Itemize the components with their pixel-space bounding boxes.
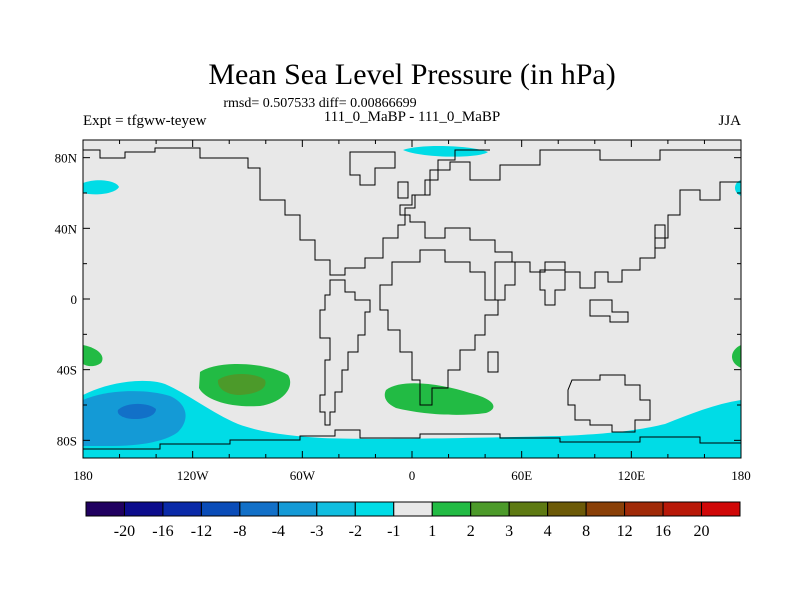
colorbar-label: 16: [655, 523, 671, 540]
continent-outlines: [83, 147, 741, 450]
coast-greenland: [349, 151, 396, 186]
anomaly-southern-ocean-low-band: [83, 380, 741, 458]
colorbar-label: 20: [694, 523, 710, 540]
x-tick-label: 0: [409, 468, 416, 483]
colorbar-swatch: [585, 501, 626, 517]
colorbar-swatch: [85, 501, 125, 517]
colorbar-swatch: [701, 501, 741, 517]
colorbar-swatch: [662, 501, 703, 517]
x-tick-label: 180: [73, 468, 93, 483]
y-tick-label: 40S: [57, 363, 77, 378]
x-tick-label: 60W: [290, 468, 316, 483]
anomaly-arctic-low: [403, 146, 488, 157]
colorbar-swatch: [123, 501, 164, 517]
anomaly-north-pacific-low-east: [734, 180, 741, 196]
x-tick-label: 180: [731, 468, 751, 483]
coast-australia: [567, 374, 651, 433]
colorbar-label: 3: [505, 523, 513, 540]
colorbar-label: -3: [310, 523, 323, 540]
colorbar-label: -2: [349, 523, 362, 540]
colorbar-label: 1: [428, 523, 436, 540]
y-tick-label: 40N: [55, 221, 78, 236]
chart-subtitle: rmsd= 0.507533 diff= 0.00866699: [223, 96, 416, 111]
anomaly-south-atlantic-high: [384, 383, 494, 415]
colorbar-swatch: [470, 501, 510, 517]
colorbar-swatch: [239, 501, 279, 517]
colorbar-label: -20: [114, 523, 135, 540]
colorbar-swatch: [354, 501, 395, 517]
colorbar-label: 2: [467, 523, 475, 540]
center-label: 111_0_MaBP - 111_0_MaBP: [324, 109, 500, 125]
colorbar-swatch: [547, 501, 587, 517]
coast-southeast-asia: [589, 299, 629, 323]
y-tick-label: 80S: [57, 433, 77, 448]
coast-madagascar: [487, 351, 499, 373]
coast-eurasia: [399, 149, 741, 289]
colorbar-label: 8: [582, 523, 590, 540]
x-tick-label: 60E: [511, 468, 532, 483]
anomaly-south-pacific-low-center: [117, 403, 156, 419]
colorbar-swatch: [508, 501, 549, 517]
colorbar-swatch: [277, 501, 318, 517]
axes: 180 120W 60W 0 60E 120E 180 80N 40N 0 40S 80S: [55, 140, 751, 483]
colorbar-swatch: [431, 501, 472, 517]
y-tick-label: 0: [71, 292, 78, 307]
colorbar-label: -12: [191, 523, 212, 540]
x-tick-label: 120W: [177, 468, 210, 483]
coast-uk: [397, 181, 409, 199]
anomaly-southeast-pacific-high: [83, 345, 103, 367]
coast-south-america: [319, 279, 371, 426]
colorbar-swatch: [200, 501, 241, 517]
x-tick-label: 120E: [618, 468, 646, 483]
anomaly-southwest-pacific-high: [731, 345, 741, 368]
colorbar-label: -8: [233, 523, 246, 540]
colorbar-swatch: [624, 501, 664, 517]
coast-arabia: [494, 261, 516, 301]
y-tick-label: 80N: [55, 151, 78, 166]
anomaly-north-pacific-low-west: [83, 180, 119, 195]
left-label: Expt = tfgww-teyew: [83, 113, 207, 129]
colorbar-label: -4: [272, 523, 285, 540]
right-label: JJA: [718, 113, 741, 129]
coast-antarctica: [83, 429, 741, 450]
colorbar-label: -16: [152, 523, 173, 540]
coast-japan: [654, 224, 666, 249]
colorbar-swatch: [316, 501, 356, 517]
chart-title: Mean Sea Level Pressure (in hPa): [208, 58, 615, 91]
colorbar: -20 -16 -12 -8 -4 -3 -2 -1 1 2 3 4 8 12 16 20: [85, 501, 741, 540]
colorbar-label: 12: [617, 523, 633, 540]
anomaly-south-pacific-high-core: [217, 374, 266, 395]
map-area: [83, 140, 741, 458]
colorbar-swatch: [393, 501, 433, 517]
coast-india: [539, 269, 566, 306]
colorbar-label: 4: [544, 523, 552, 540]
colorbar-label: -1: [387, 523, 400, 540]
coast-africa: [379, 249, 499, 406]
colorbar-swatch: [162, 501, 202, 517]
